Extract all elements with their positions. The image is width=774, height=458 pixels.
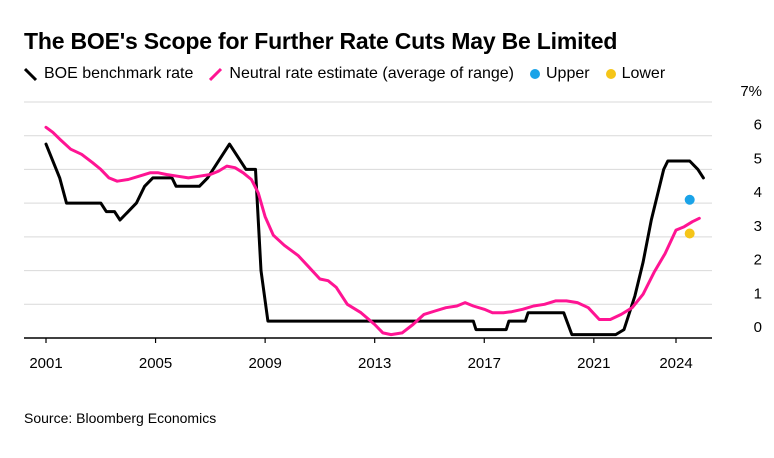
data-point-lower bbox=[684, 228, 695, 239]
y-tick-label: 6 bbox=[754, 117, 762, 134]
y-tick-label: 4 bbox=[754, 184, 762, 201]
y-tick-label: 2 bbox=[754, 252, 762, 269]
x-tick-label: 2005 bbox=[139, 355, 172, 372]
x-tick-label: 2009 bbox=[248, 355, 281, 372]
legend: BOE benchmark rate Neutral rate estimate… bbox=[24, 65, 681, 83]
legend-swatch-upper bbox=[530, 69, 540, 79]
legend-item-boe-rate: BOE benchmark rate bbox=[24, 65, 193, 83]
legend-swatch-neutral-rate bbox=[209, 67, 223, 82]
legend-item-neutral-rate: Neutral rate estimate (average of range) bbox=[209, 65, 514, 83]
series-line-neutral-rate-estimate-average-of-range bbox=[44, 125, 701, 337]
x-tick-label: 2024 bbox=[659, 355, 692, 372]
legend-item-upper: Upper bbox=[530, 65, 590, 83]
legend-item-lower: Lower bbox=[605, 65, 666, 83]
legend-swatch-lower bbox=[605, 69, 616, 79]
y-tick-label: 3 bbox=[754, 218, 762, 235]
grid bbox=[24, 101, 712, 339]
legend-label-neutral-rate: Neutral rate estimate (average of range) bbox=[229, 65, 514, 82]
x-tick-label: 2017 bbox=[468, 355, 501, 372]
x-tick-label: 2013 bbox=[358, 355, 391, 372]
y-tick-label: 7% bbox=[740, 83, 762, 100]
series-line-boe-benchmark-rate bbox=[44, 142, 705, 337]
legend-label-boe-rate: BOE benchmark rate bbox=[44, 65, 194, 82]
chart-title: The BOE's Scope for Further Rate Cuts Ma… bbox=[24, 28, 618, 54]
legend-label-upper: Upper bbox=[546, 65, 590, 82]
source-note: Source: Bloomberg Economics bbox=[24, 410, 217, 426]
x-tick-label: 2021 bbox=[577, 355, 610, 372]
legend-label-lower: Lower bbox=[621, 65, 666, 82]
data-point-upper bbox=[684, 194, 695, 205]
y-axis: 0 1 2 3 4 5 6 7% bbox=[740, 83, 762, 336]
y-tick-label: 5 bbox=[754, 150, 762, 167]
y-tick-label: 1 bbox=[754, 285, 762, 302]
legend-swatch-boe-rate bbox=[24, 67, 38, 82]
x-tick-label: 2001 bbox=[29, 355, 62, 372]
series-layer bbox=[44, 125, 705, 337]
y-tick-label: 0 bbox=[754, 319, 762, 336]
x-axis: 2001 2005 2009 2013 2017 2021 2024 bbox=[29, 338, 693, 372]
